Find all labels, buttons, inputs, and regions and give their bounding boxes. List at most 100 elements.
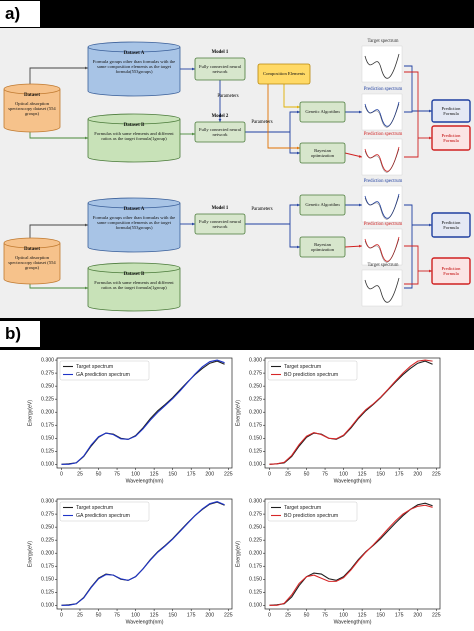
x-tick-label: 25 [77,612,83,618]
arrowhead [359,244,362,248]
y-tick-label: 0.250 [249,525,262,531]
box [299,236,346,258]
x-tick-label: 25 [77,471,83,477]
arrowhead [297,245,300,249]
mini-spectrum-curve [364,195,400,220]
x-tick-label: 25 [285,471,291,477]
legend-label: GA prediction spectrum [76,372,130,378]
cylinder [87,262,181,312]
arrowhead [359,203,362,207]
node-title: Dataset [23,247,41,252]
panel-label: b) [0,321,40,347]
y-axis-label: Energy(eV) [27,541,33,568]
x-axis-label: Wavelength(nm) [334,619,372,625]
x-tick-label: 150 [168,471,177,477]
x-tick-label: 200 [205,471,214,477]
arrowhead [192,222,195,226]
legend-box [59,501,150,522]
legend-label: Target spectrum [76,364,113,370]
plot-frame [264,357,441,469]
y-tick-label: 0.150 [249,577,262,583]
y-tick-label: 0.225 [249,538,262,544]
connector [289,204,300,224]
y-tick-label: 0.250 [41,525,54,531]
y-axis-label: Energy(eV) [235,541,241,568]
node-label: Composition Elements [263,71,305,77]
legend-label: Target spectrum [284,364,321,370]
connector [404,245,419,285]
node-label: Prediction Formula [441,265,461,276]
x-tick-label: 50 [96,471,102,477]
x-tick-label: 150 [168,612,177,618]
x-tick-label: 0 [60,471,63,477]
edge-label: Parameters [217,94,239,99]
node-label: Fully connected neural network [198,63,242,74]
x-axis-label: Wavelength(nm) [126,478,164,484]
y-tick-label: 0.225 [249,397,262,403]
y-axis-label: Energy(eV) [235,400,241,427]
arrowhead [85,136,88,140]
node-title: Dataset [23,93,41,98]
x-tick-label: 225 [224,471,233,477]
connector [29,132,88,139]
box [431,99,471,123]
y-tick-label: 0.125 [41,449,54,455]
x-tick-label: 125 [358,471,367,477]
box [299,194,346,216]
node-title: Dataset B [123,123,145,128]
arrowhead [359,110,362,114]
edge-label: Parameters [251,120,273,125]
y-tick-label: 0.100 [249,462,262,468]
arrowhead [85,286,88,290]
arrowhead [218,119,222,122]
y-tick-label: 0.200 [41,410,54,416]
plot-frame [264,498,441,610]
x-axis-label: Wavelength(nm) [126,619,164,625]
x-tick-label: 125 [150,612,159,618]
x-tick-label: 125 [358,612,367,618]
y-tick-label: 0.275 [249,370,262,376]
x-tick-label: 200 [413,471,422,477]
x-tick-label: 225 [432,612,441,618]
arrowhead [297,105,300,109]
y-tick-label: 0.300 [41,357,54,363]
connector [29,284,88,289]
x-tick-label: 175 [187,612,196,618]
legend-box [267,360,358,381]
arrowhead [192,67,195,71]
data-line [61,501,225,606]
y-tick-label: 0.250 [41,384,54,390]
y-tick-label: 0.225 [41,397,54,403]
connector [289,111,300,132]
box [194,57,246,81]
connector [29,224,88,238]
data-line [269,504,433,606]
x-tick-label: 0 [60,612,63,618]
x-tick-label: 0 [268,471,271,477]
plot-frame [56,357,233,469]
mini-spectrum-curve [364,103,400,128]
y-tick-label: 0.125 [249,449,262,455]
node-text: Dataset Optical absorption spectroscopy d… [4,93,60,127]
box [194,121,246,143]
node-title: Model 2 [211,114,229,119]
node-label: Formula groups other than formulas with … [92,58,176,75]
spectrum-label: Target spectrum [367,39,399,44]
node-title: Model 1 [211,50,229,55]
legend-box [267,501,358,522]
x-tick-label: 175 [395,612,404,618]
mini-spectrum-curve [364,53,400,79]
x-tick-label: 0 [268,612,271,618]
node-title: Dataset A [123,207,145,212]
node-label: Prediction Formula [441,132,461,143]
y-tick-label: 0.275 [41,511,54,517]
arrowhead [429,136,432,140]
connector [267,84,300,149]
edge-label: Parameters [251,207,273,212]
box [431,125,471,151]
arrowhead [429,269,432,273]
spectrum-label: Target spectrum [367,263,399,268]
connector [344,152,363,158]
node-label: Prediction Formula [441,105,461,116]
